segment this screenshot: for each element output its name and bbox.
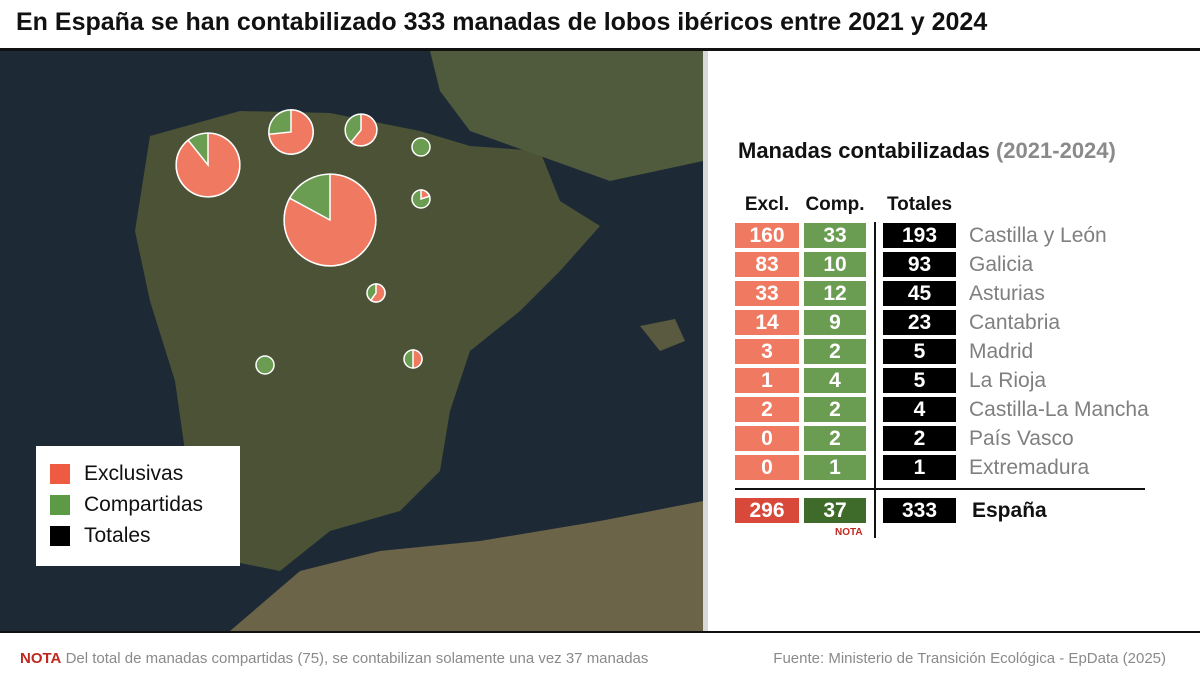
pie-excl-Castilla y León	[283, 173, 377, 267]
pie-excl-La Rioja	[420, 189, 431, 201]
legend-label: Totales	[84, 523, 151, 547]
swatch	[50, 463, 70, 484]
cell-total: 1	[883, 455, 956, 480]
divider	[874, 222, 876, 538]
header-total: Totales	[886, 194, 953, 215]
cell-comp-total: 37	[804, 498, 866, 523]
cell-comp: 10	[804, 252, 866, 277]
pie-excl-Madrid	[369, 283, 386, 303]
panel-title: Manadas contabilizadas (2021-2024)	[738, 138, 1116, 164]
divider	[0, 631, 1200, 633]
pie-comp-País Vasco	[411, 137, 431, 157]
pie-excl-Asturias	[268, 109, 314, 155]
source: Fuente: Ministerio de Transición Ecológi…	[773, 650, 1166, 667]
cell-comp: 4	[804, 368, 866, 393]
cell-excl: 3	[735, 339, 799, 364]
cell-total: 45	[883, 281, 956, 306]
chart-title: En España se han contabilizado 333 manad…	[16, 8, 988, 36]
swatch	[50, 494, 70, 515]
legend-label: Compartidas	[84, 492, 204, 516]
region-label: Madrid	[969, 340, 1034, 363]
region-label: País Vasco	[969, 427, 1074, 450]
land-france	[430, 51, 703, 181]
pie-excl-Galicia	[175, 132, 241, 198]
cell-excl-total: 296	[735, 498, 799, 523]
legend-item-excl: Exclusivas	[50, 458, 226, 489]
cell-comp: 2	[804, 426, 866, 451]
header-excl: Excl.	[744, 194, 790, 215]
land-iberia	[135, 111, 600, 571]
region-label: Cantabria	[969, 311, 1061, 334]
legend-item-tot: Totales	[50, 520, 226, 551]
divider	[735, 488, 1145, 490]
cell-excl: 2	[735, 397, 799, 422]
divider	[0, 48, 1200, 51]
region-label-total: España	[972, 499, 1047, 522]
region-label: Extremadura	[969, 456, 1090, 479]
cell-comp: 1	[804, 455, 866, 480]
cell-total: 5	[883, 339, 956, 364]
cell-total: 2	[883, 426, 956, 451]
nota-text: Del total de manadas compartidas (75), s…	[65, 650, 649, 667]
cell-excl: 1	[735, 368, 799, 393]
cell-excl: 160	[735, 223, 799, 248]
cell-excl: 14	[735, 310, 799, 335]
cell-total: 4	[883, 397, 956, 422]
cell-excl: 83	[735, 252, 799, 277]
region-label: Galicia	[969, 253, 1034, 276]
cell-total: 5	[883, 368, 956, 393]
region-label: Castilla-La Mancha	[969, 398, 1149, 421]
pie-comp-Extremadura	[255, 355, 275, 375]
legend-item-comp: Compartidas	[50, 489, 226, 520]
legend-label: Exclusivas	[84, 461, 184, 485]
region-label: Asturias	[969, 282, 1045, 305]
cell-excl: 33	[735, 281, 799, 306]
panel-period: (2021-2024)	[995, 138, 1116, 163]
cell-comp: 33	[804, 223, 866, 248]
map-svg	[135, 51, 703, 631]
pie-excl-Castilla-La Mancha	[412, 349, 423, 369]
cell-total: 93	[883, 252, 956, 277]
cell-total: 193	[883, 223, 956, 248]
region-label: La Rioja	[969, 369, 1047, 392]
cell-comp: 2	[804, 339, 866, 364]
separator	[703, 51, 708, 631]
cell-excl: 0	[735, 455, 799, 480]
land-africa	[230, 501, 703, 631]
header-comp: Comp.	[805, 194, 865, 215]
legend: Exclusivas Compartidas Totales	[36, 446, 240, 566]
region-label: Castilla y León	[969, 224, 1107, 247]
cell-comp: 9	[804, 310, 866, 335]
nota-marker: NOTA	[835, 527, 863, 538]
cell-comp: 2	[804, 397, 866, 422]
cell-total-total: 333	[883, 498, 956, 523]
land-baleares	[640, 319, 685, 351]
cell-comp: 12	[804, 281, 866, 306]
pie-excl-Cantabria	[349, 113, 378, 147]
swatch	[50, 525, 70, 546]
cell-total: 23	[883, 310, 956, 335]
nota-label: NOTA	[20, 650, 62, 667]
footnote: NOTA Del total de manadas compartidas (7…	[20, 650, 648, 667]
cell-excl: 0	[735, 426, 799, 451]
panel-title-text: Manadas contabilizadas	[738, 138, 990, 163]
